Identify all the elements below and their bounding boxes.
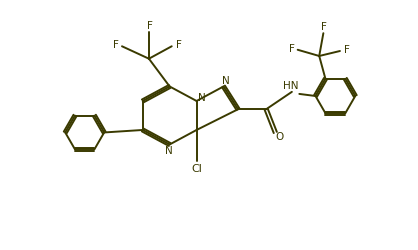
Text: F: F	[288, 44, 294, 54]
Text: N: N	[166, 146, 173, 156]
Text: N: N	[199, 93, 206, 103]
Text: HN: HN	[283, 81, 299, 91]
Text: F: F	[176, 40, 182, 50]
Text: F: F	[147, 21, 153, 31]
Text: N: N	[222, 76, 229, 86]
Text: Cl: Cl	[191, 164, 202, 173]
Text: O: O	[275, 132, 283, 142]
Text: F: F	[344, 45, 350, 55]
Text: F: F	[321, 22, 327, 32]
Text: F: F	[113, 40, 119, 50]
